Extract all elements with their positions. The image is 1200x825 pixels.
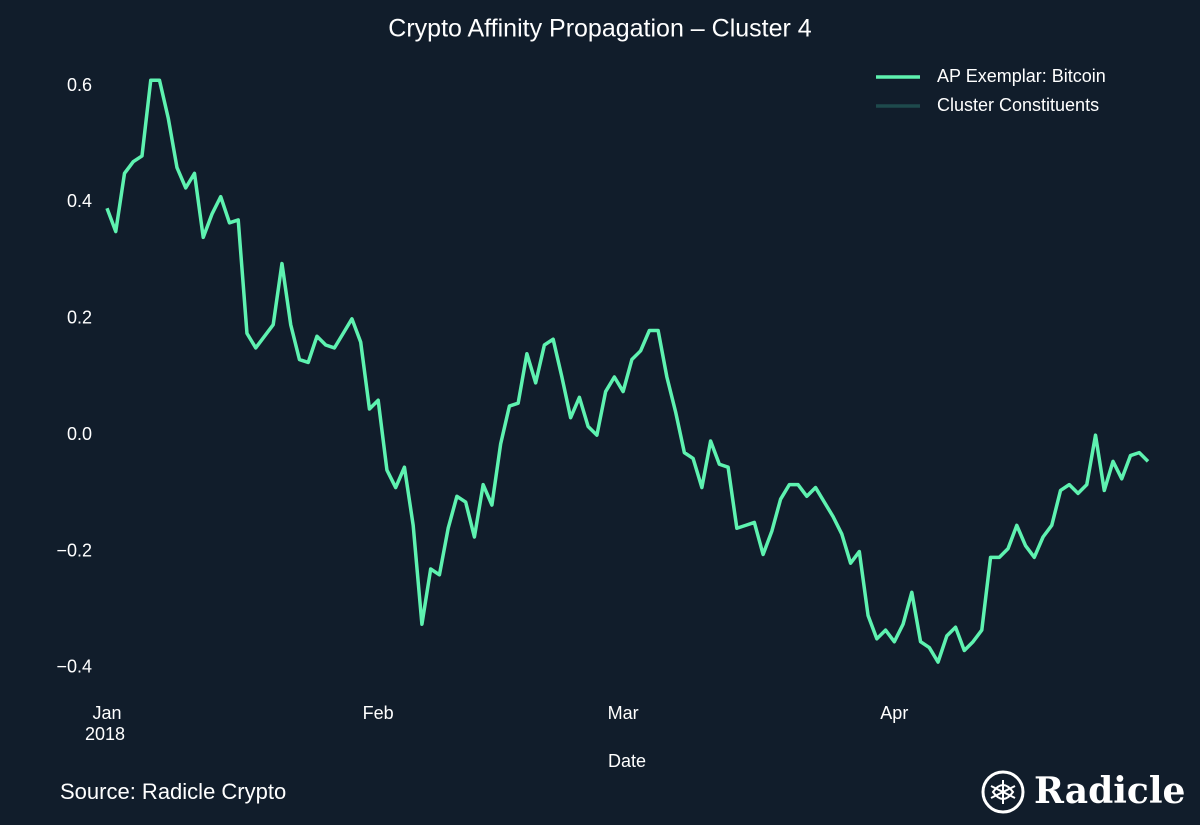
x-axis-label: Date — [608, 751, 646, 771]
source-note: Source: Radicle Crypto — [60, 779, 286, 804]
y-tick-label: 0.0 — [67, 424, 92, 444]
x-tick-label: Jan — [92, 703, 121, 723]
logo-mark — [990, 780, 1016, 804]
x-tick-label: Mar — [608, 703, 639, 723]
y-tick-label: 0.4 — [67, 191, 92, 211]
brand-name: Radicle — [1034, 770, 1185, 812]
brand-logo — [981, 770, 1025, 814]
chart-title: Crypto Affinity Propagation – Cluster 4 — [388, 15, 811, 43]
logo-ring — [981, 770, 1025, 814]
x-tick-label: Feb — [363, 703, 394, 723]
y-tick-label: 0.6 — [67, 75, 92, 95]
series-line — [105, 78, 1150, 664]
y-tick-label: −0.2 — [56, 540, 92, 560]
y-tick-label: 0.2 — [67, 308, 92, 328]
y-tick-label: −0.4 — [56, 657, 92, 677]
x-year-label: 2018 — [85, 724, 125, 744]
x-tick-label: Apr — [880, 703, 908, 723]
legend-label: AP Exemplar: Bitcoin — [937, 66, 1106, 86]
legend-label: Cluster Constituents — [937, 95, 1099, 115]
